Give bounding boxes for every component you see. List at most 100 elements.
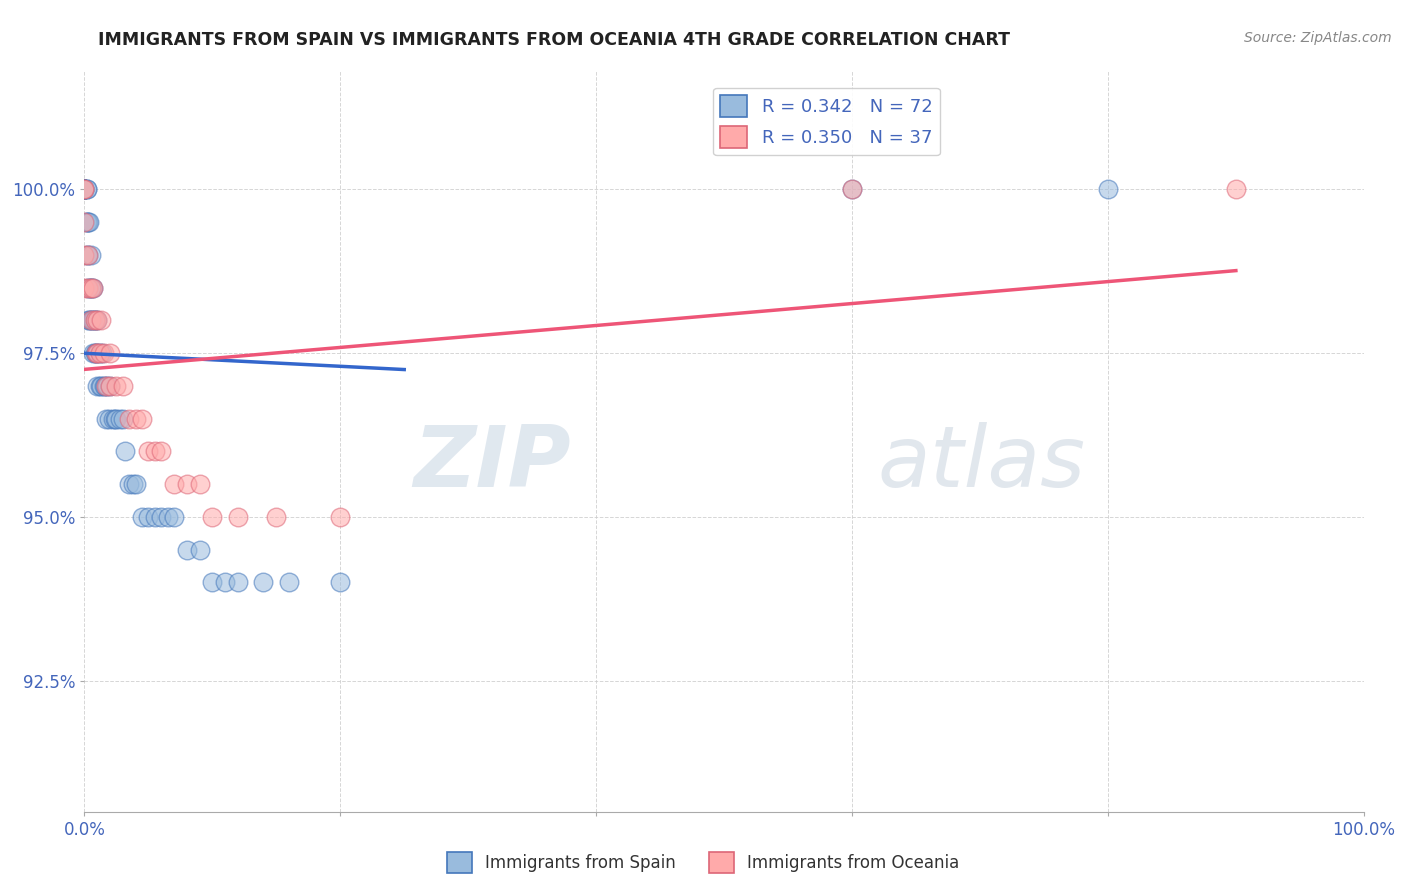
Point xyxy=(226,509,249,524)
Text: atlas: atlas xyxy=(877,422,1085,505)
Point xyxy=(80,313,103,327)
Point xyxy=(86,346,108,360)
Text: ZIP: ZIP xyxy=(413,422,571,505)
Point xyxy=(82,280,104,294)
Point xyxy=(176,542,198,557)
Point xyxy=(1097,182,1119,196)
Legend: R = 0.342   N = 72, R = 0.350   N = 37: R = 0.342 N = 72, R = 0.350 N = 37 xyxy=(713,87,939,155)
Point xyxy=(94,379,117,393)
Point xyxy=(77,248,100,262)
Point xyxy=(73,215,96,229)
Point xyxy=(1225,182,1247,196)
Point xyxy=(93,346,115,360)
Point xyxy=(138,509,160,524)
Point xyxy=(98,379,121,393)
Point xyxy=(122,477,145,491)
Point xyxy=(226,575,249,590)
Point xyxy=(841,182,863,196)
Text: Source: ZipAtlas.com: Source: ZipAtlas.com xyxy=(1244,31,1392,45)
Point xyxy=(73,182,96,196)
Point xyxy=(90,379,112,393)
Point xyxy=(264,509,288,524)
Point xyxy=(79,215,101,229)
Point xyxy=(150,444,173,458)
Point xyxy=(201,509,224,524)
Point xyxy=(73,182,96,196)
Point xyxy=(76,182,98,196)
Point xyxy=(98,346,121,360)
Point xyxy=(80,280,103,294)
Point xyxy=(89,379,111,393)
Point xyxy=(89,346,111,360)
Point xyxy=(73,182,96,196)
Point xyxy=(114,444,136,458)
Point xyxy=(77,248,100,262)
Point xyxy=(97,411,120,425)
Point xyxy=(89,346,111,360)
Point xyxy=(118,411,141,425)
Point xyxy=(73,182,96,196)
Point xyxy=(188,477,211,491)
Point xyxy=(80,248,103,262)
Point xyxy=(131,509,153,524)
Point xyxy=(105,411,128,425)
Point xyxy=(252,575,274,590)
Point xyxy=(188,542,211,557)
Point xyxy=(131,411,153,425)
Point xyxy=(73,248,96,262)
Point xyxy=(329,575,352,590)
Point xyxy=(156,509,179,524)
Point xyxy=(143,444,166,458)
Point xyxy=(108,411,131,425)
Point xyxy=(101,411,124,425)
Point xyxy=(91,346,114,360)
Point xyxy=(83,313,105,327)
Point xyxy=(76,248,98,262)
Point xyxy=(80,280,103,294)
Point xyxy=(201,575,224,590)
Point xyxy=(150,509,173,524)
Point xyxy=(94,411,117,425)
Point xyxy=(93,379,115,393)
Point xyxy=(73,182,96,196)
Legend: Immigrants from Spain, Immigrants from Oceania: Immigrants from Spain, Immigrants from O… xyxy=(440,846,966,880)
Point xyxy=(841,182,863,196)
Point xyxy=(73,182,96,196)
Point xyxy=(138,444,160,458)
Point xyxy=(83,313,105,327)
Point xyxy=(73,182,96,196)
Point xyxy=(86,313,108,327)
Point xyxy=(118,477,141,491)
Point xyxy=(73,182,96,196)
Point xyxy=(77,280,100,294)
Point xyxy=(214,575,236,590)
Text: IMMIGRANTS FROM SPAIN VS IMMIGRANTS FROM OCEANIA 4TH GRADE CORRELATION CHART: IMMIGRANTS FROM SPAIN VS IMMIGRANTS FROM… xyxy=(98,31,1011,49)
Point xyxy=(329,509,352,524)
Point xyxy=(104,411,127,425)
Point xyxy=(96,379,118,393)
Point xyxy=(82,313,104,327)
Point xyxy=(80,313,103,327)
Point xyxy=(80,280,103,294)
Point xyxy=(79,280,101,294)
Point xyxy=(82,346,104,360)
Point xyxy=(98,379,121,393)
Point xyxy=(90,313,112,327)
Point xyxy=(94,379,117,393)
Point xyxy=(76,182,98,196)
Point xyxy=(124,477,146,491)
Point xyxy=(163,477,186,491)
Point xyxy=(73,182,96,196)
Point xyxy=(77,313,100,327)
Point xyxy=(73,182,96,196)
Point xyxy=(86,346,108,360)
Point xyxy=(111,379,134,393)
Point xyxy=(73,280,96,294)
Point xyxy=(84,346,107,360)
Point xyxy=(176,477,198,491)
Y-axis label: 4th Grade: 4th Grade xyxy=(0,403,4,480)
Point xyxy=(86,313,108,327)
Point xyxy=(79,313,101,327)
Point xyxy=(84,346,107,360)
Point xyxy=(163,509,186,524)
